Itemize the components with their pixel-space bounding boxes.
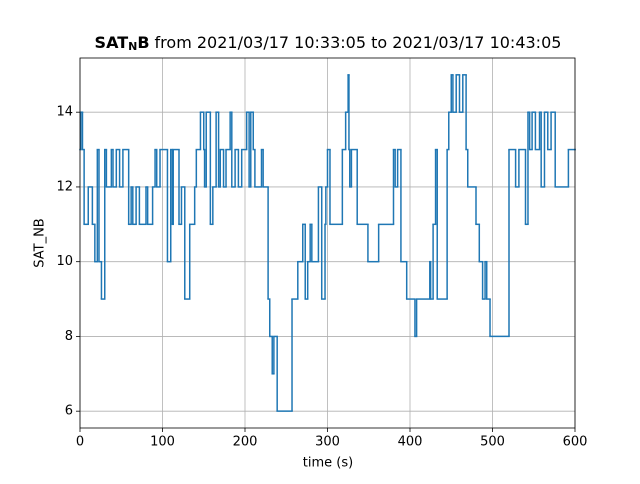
title-bold: SAT xyxy=(95,33,129,52)
y-tick-label: 6 xyxy=(65,404,73,419)
title-bold-end: B xyxy=(137,33,149,52)
y-tick-label: 8 xyxy=(65,329,73,344)
x-tick-label: 300 xyxy=(315,435,340,450)
title-text: from 2021/03/17 10:33:05 to 2021/03/17 1… xyxy=(155,33,562,52)
x-tick-label: 100 xyxy=(150,435,175,450)
x-axis-label: time (s) xyxy=(303,456,353,471)
x-tick-label: 0 xyxy=(76,435,84,450)
y-tick-label: 10 xyxy=(56,254,73,269)
title-subscript: N xyxy=(128,40,137,53)
x-tick-label: 500 xyxy=(480,435,505,450)
chart-title: SATNB from 2021/03/17 10:33:05 to 2021/03… xyxy=(95,33,562,54)
y-tick-label: 12 xyxy=(56,179,73,194)
plot-frame xyxy=(79,57,576,429)
x-tick-label: 200 xyxy=(233,435,258,450)
x-tick-label: 400 xyxy=(398,435,423,450)
x-tick-label: 600 xyxy=(563,435,588,450)
y-tick-label: 14 xyxy=(56,105,73,120)
y-axis-label: SAT_NB xyxy=(33,218,48,267)
